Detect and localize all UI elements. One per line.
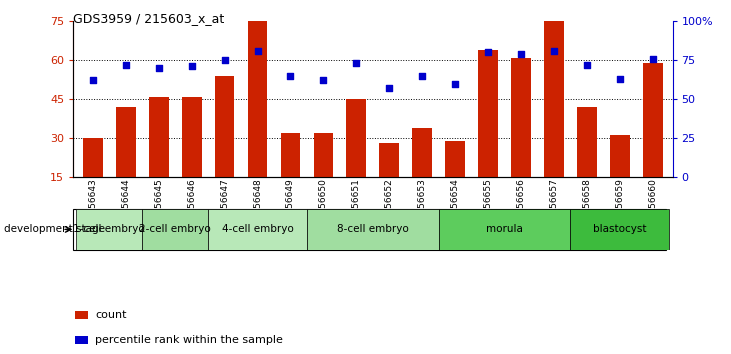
Bar [182, 97, 202, 177]
Point [350, 61, 362, 66]
Text: percentile rank within the sample: percentile rank within the sample [95, 335, 283, 345]
Point [384, 85, 395, 91]
Point [219, 57, 230, 63]
Bar [478, 50, 498, 177]
Bar [307, 209, 439, 250]
Text: development stage: development stage [4, 224, 105, 234]
Bar [149, 97, 169, 177]
Text: morula: morula [486, 224, 523, 234]
Bar [208, 209, 307, 250]
Bar [346, 99, 366, 177]
Bar [215, 76, 235, 177]
Point [87, 78, 99, 83]
Point [317, 78, 329, 83]
Bar [83, 138, 103, 177]
Bar [379, 143, 399, 177]
Text: 8-cell embryo: 8-cell embryo [337, 224, 409, 234]
Bar [412, 128, 432, 177]
Bar [610, 136, 629, 177]
Text: 4-cell embryo: 4-cell embryo [221, 224, 293, 234]
Bar [143, 209, 208, 250]
Bar [314, 133, 333, 177]
Point [284, 73, 296, 79]
Point [186, 64, 197, 69]
Bar [77, 209, 143, 250]
Text: count: count [95, 310, 126, 320]
Bar [281, 133, 300, 177]
Point [647, 56, 659, 62]
Point [482, 50, 494, 55]
Point [251, 48, 263, 54]
Bar [439, 209, 570, 250]
Text: 1-cell embryo: 1-cell embryo [73, 224, 145, 234]
Text: 2-cell embryo: 2-cell embryo [140, 224, 211, 234]
Bar [248, 21, 268, 177]
Text: GDS3959 / 215603_x_at: GDS3959 / 215603_x_at [73, 12, 224, 25]
Point [581, 62, 593, 68]
Point [120, 62, 132, 68]
Bar [577, 107, 596, 177]
Text: blastocyst: blastocyst [593, 224, 647, 234]
Point [614, 76, 626, 82]
Point [153, 65, 164, 71]
Bar [570, 209, 669, 250]
Bar [116, 107, 136, 177]
Point [515, 51, 527, 57]
Bar [643, 63, 662, 177]
Point [450, 81, 461, 86]
Bar [511, 58, 531, 177]
Bar [544, 21, 564, 177]
Bar [445, 141, 465, 177]
Point [417, 73, 428, 79]
Point [548, 48, 560, 54]
